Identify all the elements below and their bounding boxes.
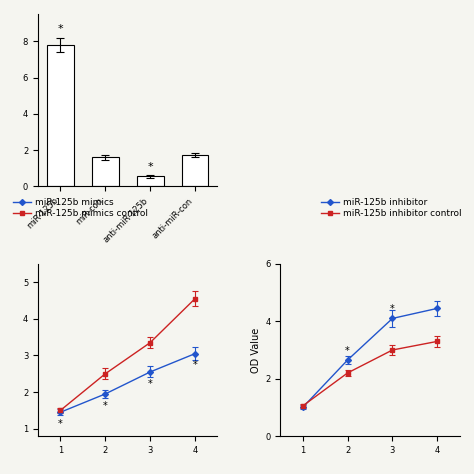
Text: *: * — [192, 360, 197, 370]
Bar — [137, 176, 164, 186]
Legend: miR-125b mimics, miR-125b mimics control: miR-125b mimics, miR-125b mimics control — [9, 194, 151, 222]
Bar — [47, 45, 74, 186]
Y-axis label: OD Value: OD Value — [251, 328, 261, 373]
Text: *: * — [103, 401, 108, 410]
Text: *: * — [148, 379, 153, 389]
Text: *: * — [57, 24, 63, 34]
Text: *: * — [390, 304, 395, 314]
Text: *: * — [58, 419, 63, 429]
Bar — [182, 155, 209, 186]
Legend: miR-125b inhibitor, miR-125b inhibitor control: miR-125b inhibitor, miR-125b inhibitor c… — [317, 194, 465, 222]
Bar — [92, 157, 118, 186]
Text: *: * — [345, 346, 350, 356]
Text: *: * — [147, 162, 153, 172]
